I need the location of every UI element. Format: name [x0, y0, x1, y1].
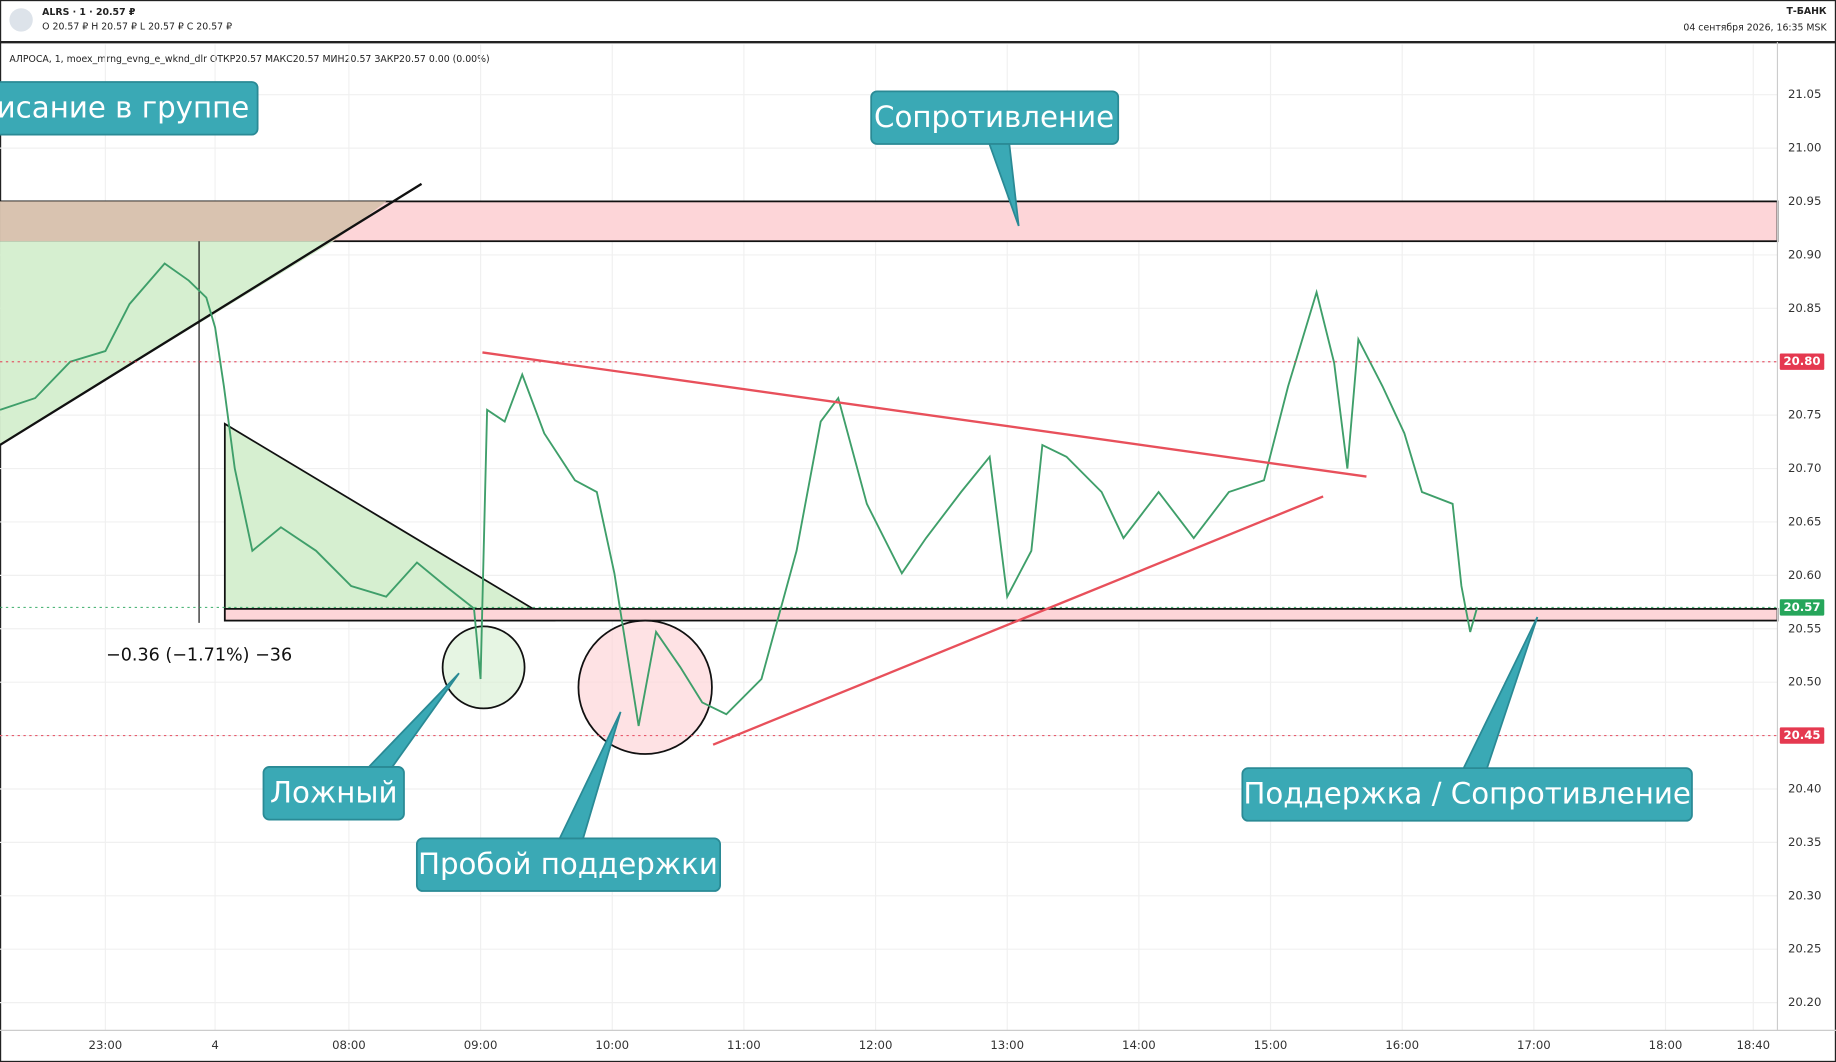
price-tag	[1779, 353, 1825, 370]
symbol: ALRS · 1 · 20.57 ₽	[42, 7, 136, 18]
price-tag-label: 20.80	[1784, 354, 1821, 368]
callout-text: Поддержка / Сопротивление	[1243, 777, 1691, 811]
x-tick-label: 11:00	[727, 1038, 761, 1052]
callout-text: исание в группе	[0, 90, 249, 124]
y-tick-label: 20.40	[1788, 781, 1821, 795]
y-tick-label: 20.35	[1788, 835, 1821, 849]
x-tick-label: 09:00	[464, 1038, 498, 1052]
y-tick-label: 20.65	[1788, 514, 1821, 528]
price-tag-label: 20.57	[1784, 600, 1821, 614]
callout-text: Сопротивление	[874, 100, 1114, 134]
x-tick-label: 13:00	[990, 1038, 1024, 1052]
descending-line	[482, 351, 1367, 478]
x-tick-label: 10:00	[595, 1038, 629, 1052]
ohlc: O 20.57 ₽ H 20.57 ₽ L 20.57 ₽ C 20.57 ₽	[42, 21, 232, 32]
x-tick-label: 08:00	[332, 1038, 366, 1052]
y-tick-label: 20.70	[1788, 461, 1821, 475]
overlap-zone	[0, 201, 387, 242]
callout-pointer	[558, 711, 622, 840]
x-tick-label: 14:00	[1122, 1038, 1156, 1052]
datetime: 04 сентября 2026, 16:35 MSK	[1683, 22, 1827, 33]
y-tick-label: 20.90	[1788, 247, 1821, 261]
ascending-line	[712, 495, 1324, 746]
y-tick-label: 20.50	[1788, 675, 1821, 689]
y-tick-label: 21.00	[1788, 141, 1821, 155]
callout-text: Пробой поддержки	[418, 847, 718, 881]
callout-pointer	[366, 672, 460, 768]
logo	[9, 8, 33, 32]
y-tick-label: 20.95	[1788, 194, 1821, 208]
support-zone	[223, 607, 1779, 622]
x-tick-label: 12:00	[859, 1038, 893, 1052]
y-tick-label: 20.25	[1788, 942, 1821, 956]
y-tick-label: 20.60	[1788, 568, 1821, 582]
x-tick-label: 4	[211, 1038, 218, 1052]
price-tag	[1779, 599, 1825, 616]
y-tick-label: 20.75	[1788, 408, 1821, 422]
false-break-circle	[441, 625, 526, 710]
callout-box	[262, 766, 405, 821]
x-tick-label: 17:00	[1517, 1038, 1551, 1052]
y-tick-label: 21.05	[1788, 87, 1821, 101]
price-tag	[1779, 727, 1825, 744]
callout-pointer	[988, 143, 1020, 227]
callout-box	[0, 81, 259, 136]
callout-pointer	[1462, 616, 1539, 769]
measure-label: −0.36 (−1.71%) −36	[106, 646, 292, 666]
x-tick-label: 18:40	[1736, 1038, 1770, 1052]
legend: АЛРОСА, 1, moex_mrng_evng_e_wknd_dlr ОТК…	[9, 54, 489, 65]
x-tick-label: 23:00	[89, 1038, 123, 1052]
x-tick-label: 18:00	[1649, 1038, 1683, 1052]
y-tick-label: 20.20	[1788, 995, 1821, 1009]
x-tick-label: 15:00	[1254, 1038, 1288, 1052]
x-tick-label: 16:00	[1385, 1038, 1419, 1052]
price-tag-label: 20.45	[1784, 728, 1821, 742]
price-line	[0, 262, 1478, 727]
y-tick-label: 20.55	[1788, 621, 1821, 635]
y-tick-label: 20.30	[1788, 888, 1821, 902]
y-tick-label: 20.85	[1788, 301, 1821, 315]
callout-text: Ложный	[270, 775, 398, 809]
brand: Т-БАНК	[1786, 6, 1826, 17]
